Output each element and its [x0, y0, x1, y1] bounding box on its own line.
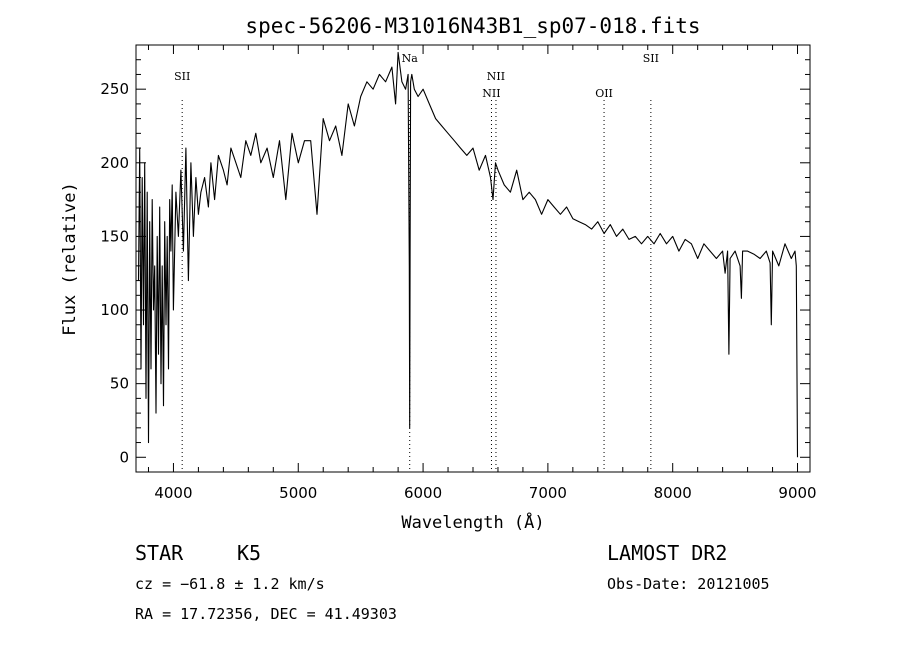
y-axis-label: Flux (relative) — [60, 182, 80, 336]
y-tick-label: 100 — [100, 301, 129, 319]
plot-border — [135, 44, 811, 473]
x-axis-label: Wavelength (Å) — [401, 511, 544, 533]
spectral-line-label: SII — [643, 52, 659, 65]
spectrum-line — [137, 51, 799, 458]
y-tick-label: 200 — [100, 154, 129, 172]
x-tick-label: 9000 — [778, 484, 816, 502]
axis-ticks: 4000 5000 6000 7000 8000 9000 0 50 100 150 200 250 — [100, 45, 817, 502]
object-class: STAR — [135, 541, 184, 565]
x-tick-label: 4000 — [154, 484, 192, 502]
spectral-line-markers: SII Na NII NII OII SII — [174, 52, 659, 472]
survey-name: LAMOST DR2 — [607, 541, 728, 565]
x-tick-label: 5000 — [279, 484, 317, 502]
spectral-line-label: SII — [174, 70, 190, 83]
plot-frame — [135, 44, 811, 473]
spectral-line-label: OII — [595, 87, 613, 100]
spectral-line-label: NII — [482, 87, 500, 100]
coordinates: RA = 17.72356, DEC = 41.49303 — [135, 605, 397, 623]
x-tick-label: 8000 — [654, 484, 692, 502]
spectral-line-label: Na — [402, 52, 419, 65]
object-subclass: K5 — [237, 541, 262, 565]
y-tick-label: 50 — [110, 375, 129, 393]
x-tick-label: 6000 — [404, 484, 442, 502]
redshift-velocity: cz = −61.8 ± 1.2 km/s — [135, 575, 325, 593]
y-tick-label: 150 — [100, 227, 129, 245]
x-tick-label: 7000 — [529, 484, 567, 502]
spectrum-series — [137, 51, 799, 458]
spectral-line-label: NII — [487, 70, 505, 83]
observation-date: Obs-Date: 20121005 — [607, 575, 770, 593]
chart-title: spec-56206-M31016N43B1_sp07-018.fits — [245, 14, 700, 38]
y-tick-label: 250 — [100, 80, 129, 98]
y-tick-label: 0 — [119, 448, 129, 466]
